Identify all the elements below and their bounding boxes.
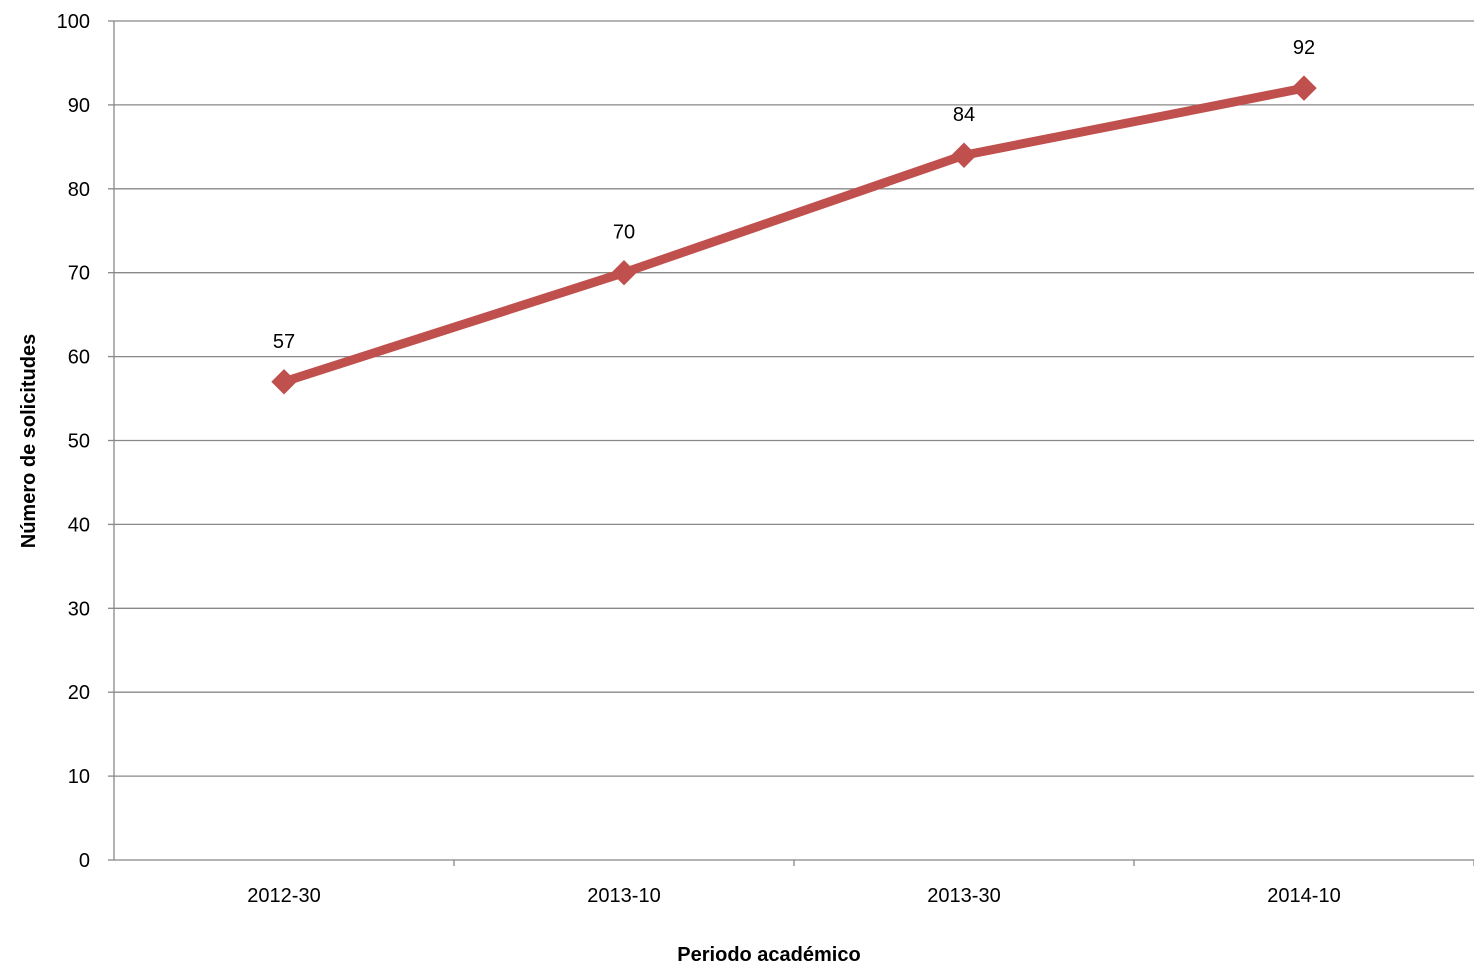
y-tick-label: 90 xyxy=(68,95,90,117)
data-markers xyxy=(271,75,1317,395)
x-axis-title: Periodo académico xyxy=(677,944,860,965)
x-tick-label: 2013-10 xyxy=(587,885,660,907)
x-tick-label: 2012-30 xyxy=(247,885,320,907)
data-label: 57 xyxy=(273,331,295,353)
y-tick-label: 100 xyxy=(57,11,90,33)
y-axis-title: Número de solicitudes xyxy=(18,334,40,549)
y-tick-label: 0 xyxy=(79,850,90,872)
data-label: 92 xyxy=(1293,37,1315,59)
y-tick-labels: 0 10 20 30 40 50 60 70 80 90 100 xyxy=(57,11,90,872)
y-tick-label: 50 xyxy=(68,431,90,453)
x-tick-label: 2014-10 xyxy=(1267,885,1340,907)
y-tick-label: 30 xyxy=(68,598,90,620)
data-label: 84 xyxy=(953,104,975,126)
data-label: 70 xyxy=(613,222,635,244)
data-point-marker xyxy=(951,142,977,168)
data-point-marker xyxy=(1291,75,1317,101)
data-series xyxy=(279,83,1309,387)
data-point-marker xyxy=(611,259,637,286)
x-tick-label: 2013-30 xyxy=(927,885,1000,907)
x-tick-labels: 2012-30 2013-10 2013-30 2014-10 xyxy=(247,885,1340,907)
y-tick-label: 40 xyxy=(68,514,90,536)
gridlines xyxy=(108,20,1474,866)
data-labels: 57 70 84 92 xyxy=(273,37,1315,353)
data-point-marker xyxy=(271,369,297,395)
y-tick-label: 70 xyxy=(68,263,90,285)
y-tick-label: 80 xyxy=(68,179,90,201)
y-tick-label: 20 xyxy=(68,682,90,704)
y-tick-label: 10 xyxy=(68,766,90,788)
axes xyxy=(113,21,1474,861)
series-line xyxy=(279,83,1309,387)
y-tick-label: 60 xyxy=(68,347,90,369)
